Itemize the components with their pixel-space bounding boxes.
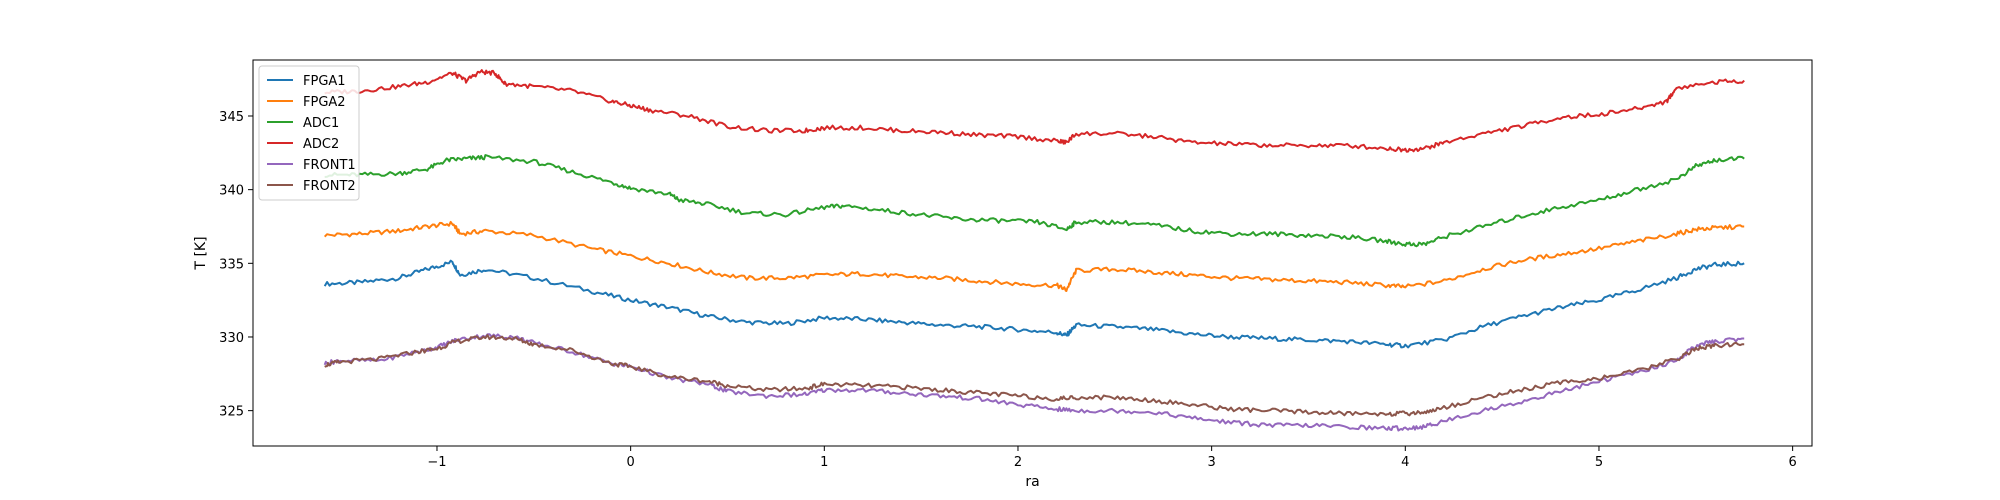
series-layer — [323, 69, 1745, 432]
plot-frame — [252, 59, 1813, 447]
x-tick-label: 1 — [820, 455, 828, 470]
y-tick-label: 325 — [219, 405, 244, 420]
x-tick-label: 2 — [1014, 455, 1022, 470]
legend-label: ADC2 — [303, 137, 339, 152]
y-tick-label: 335 — [219, 257, 244, 272]
series-line-adc2 — [324, 69, 1745, 153]
legend-label: FPGA2 — [303, 95, 346, 110]
x-tick-label: 5 — [1595, 455, 1603, 470]
x-tick-label: 0 — [627, 455, 635, 470]
x-tick-label: 4 — [1401, 455, 1409, 470]
legend: FPGA1 FPGA2 ADC1 ADC2 FRONT1 FRONT2 — [258, 65, 360, 201]
x-tick-label: 6 — [1788, 455, 1796, 470]
series-line-fpga2 — [323, 220, 1745, 292]
legend-box — [258, 65, 360, 201]
legend-label: FPGA1 — [303, 74, 346, 89]
y-tick-label: 330 — [219, 331, 244, 346]
x-axis-ticks: −1 0 1 2 3 4 5 6 — [427, 446, 1797, 470]
series-line-front2 — [324, 334, 1745, 417]
y-tick-label: 340 — [219, 184, 244, 199]
legend-label: FRONT2 — [303, 179, 356, 194]
series-line-adc1 — [324, 154, 1745, 248]
x-axis-label: ra — [1025, 474, 1039, 490]
legend-label: ADC1 — [303, 116, 339, 131]
y-axis-label: T [K] — [193, 236, 209, 270]
x-tick-label: −1 — [427, 455, 446, 470]
x-tick-label: 3 — [1207, 455, 1215, 470]
legend-label: FRONT1 — [303, 158, 356, 173]
y-tick-label: 345 — [219, 110, 244, 125]
series-line-fpga1 — [323, 259, 1745, 349]
y-axis-ticks: 325 330 335 340 345 — [219, 110, 253, 420]
